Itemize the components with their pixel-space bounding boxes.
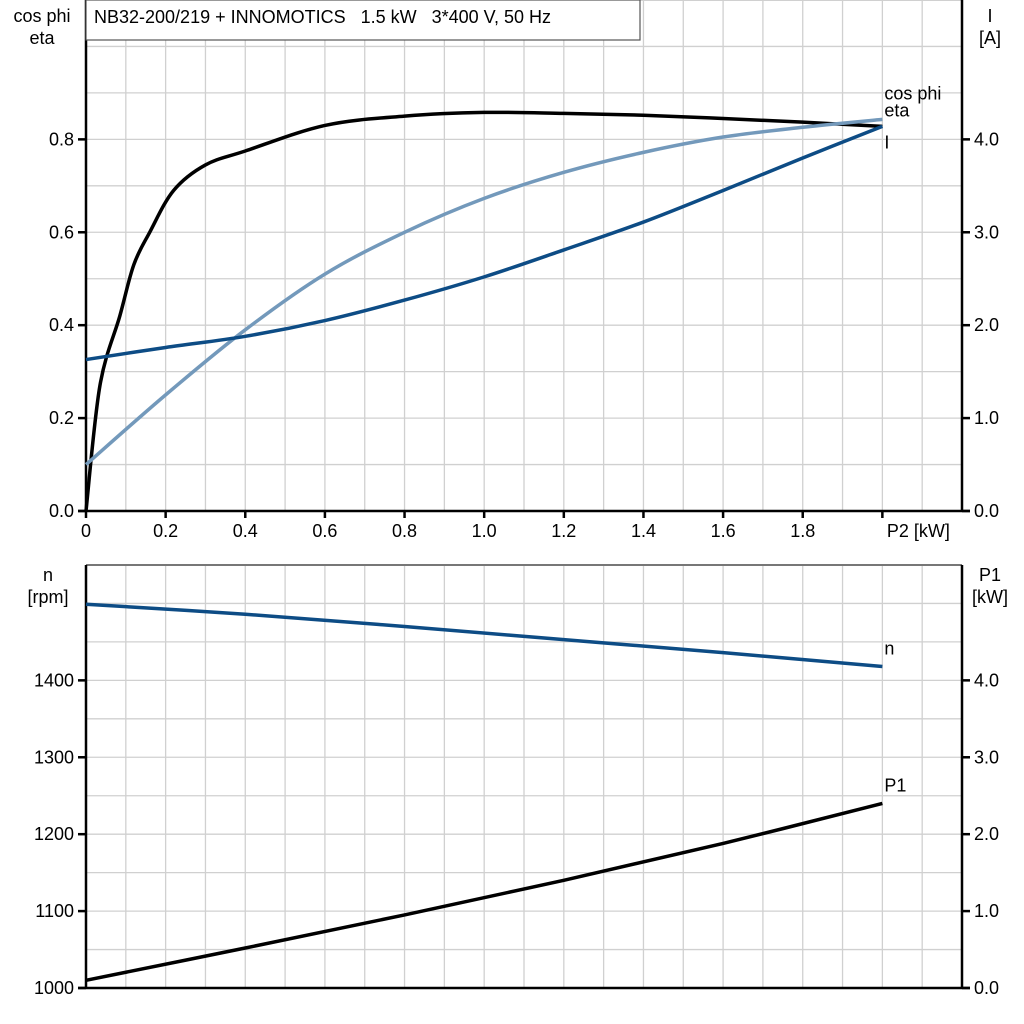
right-tick-label: 3.0 (974, 222, 999, 242)
series-label-cos-phi: cos phi (884, 83, 941, 103)
left-tick-label: 0.4 (49, 315, 74, 335)
right-tick-label: 2.0 (974, 824, 999, 844)
title-box: NB32-200/219 + INNOMOTICS 1.5 kW 3*400 V… (85, 0, 641, 41)
top-chart: 0.0 0.2 0.4 0.6 0.8 0.0 1.0 2.0 3.0 4.0 0 0.2 0.4 0.6… (13, 0, 1001, 541)
right-tick-label: 3.0 (974, 747, 999, 767)
left-tick-label: 0.0 (49, 501, 74, 521)
left-tick-label: 0.6 (49, 222, 74, 242)
chart-title: NB32-200/219 + INNOMOTICS 1.5 kW 3*400 V… (94, 7, 551, 27)
series-label-n: n (884, 639, 894, 659)
right-axis-label: P1 (979, 565, 1001, 585)
right-tick-label: 4.0 (974, 129, 999, 149)
series-line-eta (84, 110, 883, 512)
right-axis-label: [A] (979, 28, 1001, 48)
right-axis-label: [kW] (972, 587, 1008, 607)
left-tick-label: 1300 (34, 747, 74, 767)
x-tick-label: 0.4 (233, 521, 258, 541)
x-tick-label: 1.8 (790, 521, 815, 541)
right-tick-label: 0.0 (974, 501, 999, 521)
right-tick-label: 2.0 (974, 315, 999, 335)
x-tick-label: 0.8 (392, 521, 417, 541)
x-tick-label: 1.0 (472, 521, 497, 541)
left-axis-label: eta (29, 28, 55, 48)
series-line-n (85, 602, 883, 669)
left-tick-label: 1000 (34, 978, 74, 998)
left-tick-label: 1400 (34, 670, 74, 690)
right-axis-label: I (987, 6, 992, 26)
left-tick-label: 1100 (35, 901, 74, 921)
left-axis-label: cos phi (13, 6, 70, 26)
x-tick-label: 1.6 (711, 521, 736, 541)
series-line-cos-phi (84, 117, 883, 466)
x-tick-label: 0 (81, 521, 91, 541)
left-axis-label: [rpm] (27, 587, 68, 607)
right-tick-label: 4.0 (974, 670, 999, 690)
x-axis-label: P2 [kW] (887, 521, 950, 541)
bottom-chart: 100011001200130014000.01.02.03.04.0n[rpm… (27, 564, 1008, 998)
x-tick-label: 0.2 (153, 521, 178, 541)
right-tick-label: 0.0 (974, 978, 999, 998)
left-axis-label: n (43, 565, 53, 585)
right-tick-label: 1.0 (974, 408, 999, 428)
left-tick-label: 0.8 (49, 129, 74, 149)
left-tick-label: 1200 (34, 824, 74, 844)
series-line-I (85, 124, 884, 362)
right-tick-label: 1.0 (974, 901, 999, 921)
x-tick-label: 0.6 (312, 521, 337, 541)
left-tick-label: 0.2 (49, 408, 74, 428)
series-label-eta: eta (884, 100, 910, 120)
x-tick-label: 1.4 (631, 521, 656, 541)
series-label-I: I (884, 132, 889, 152)
x-tick-label: 1.2 (551, 521, 576, 541)
series-label-P1: P1 (884, 775, 906, 795)
series-line-P1 (85, 801, 883, 983)
